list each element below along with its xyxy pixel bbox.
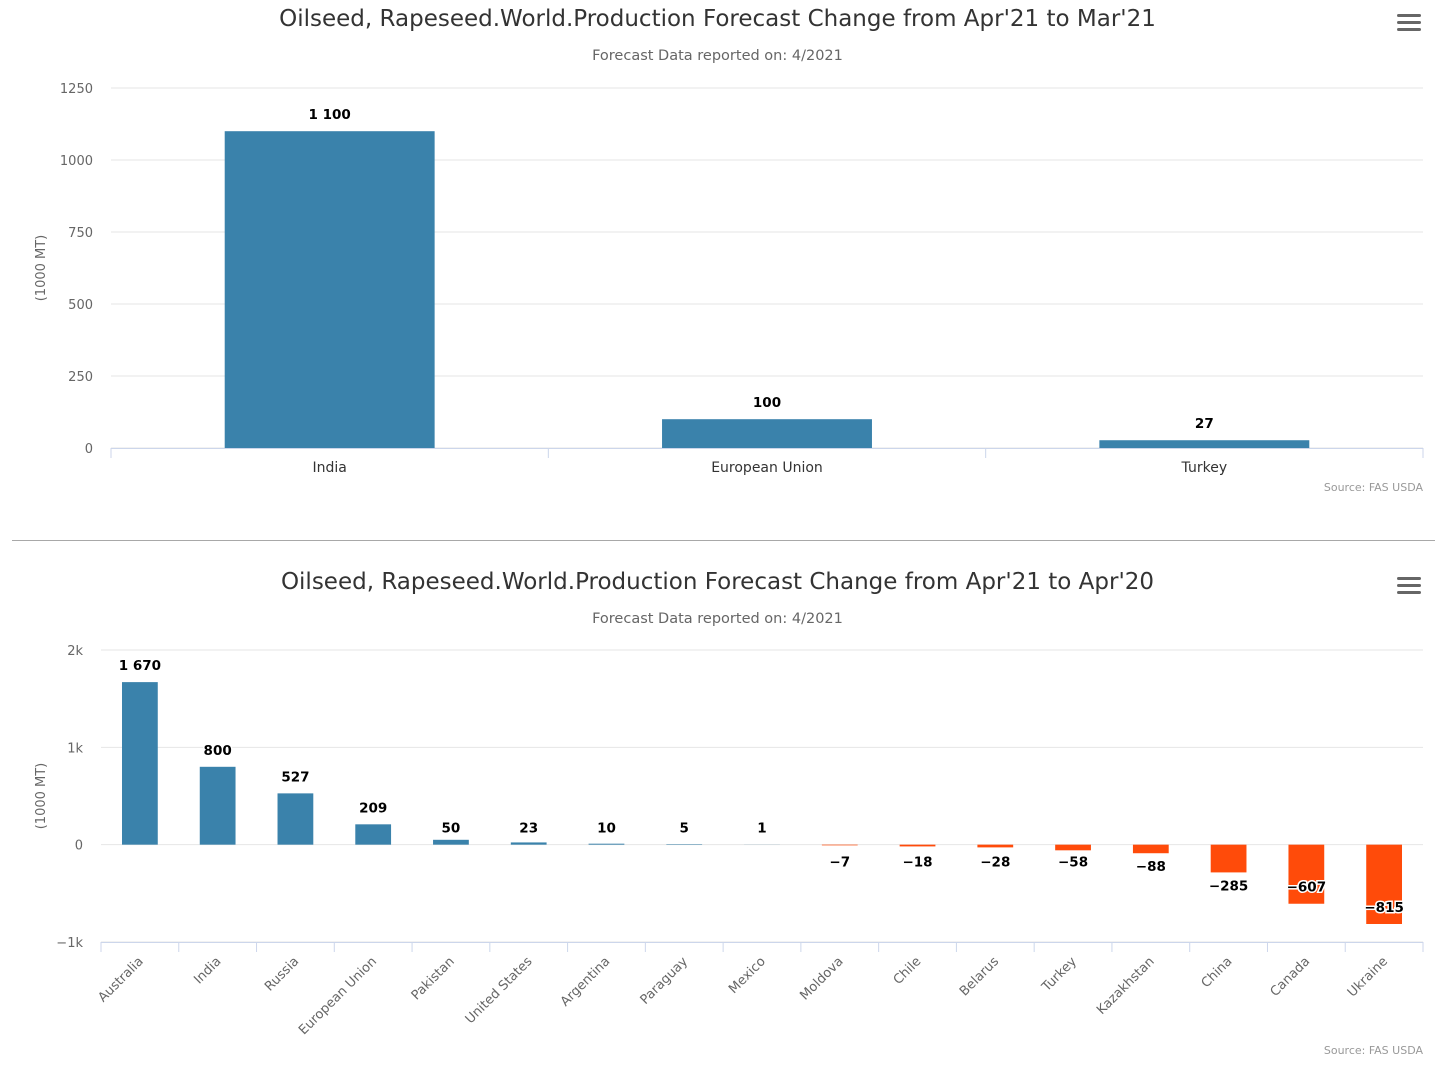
x-tick-label: India: [312, 460, 346, 476]
bar: [1288, 844, 1325, 904]
bar: [1132, 844, 1169, 854]
data-label: 27: [1195, 416, 1214, 432]
chart-panel-1: 0 250 500 750 1000 1250 (1000 MT) 1 100 India 100…: [0, 0, 1435, 530]
x-tick-label: European Union: [711, 460, 823, 476]
x-tick-label: Moldova: [797, 954, 846, 1003]
y-tick-label: 250: [68, 370, 93, 385]
x-tick-label: Belarus: [957, 954, 1002, 999]
divider: [12, 540, 1435, 541]
x-tick-label: Argentina: [558, 954, 613, 1009]
data-label: 209: [359, 800, 387, 816]
x-tick-label: Mexico: [726, 954, 769, 997]
bar: [662, 419, 872, 448]
x-tick-label: Canada: [1268, 954, 1314, 1000]
y-tick-label: 2k: [67, 644, 83, 659]
bar: [199, 766, 236, 845]
x-tick-label: Paraguay: [638, 954, 692, 1008]
bar: [277, 793, 314, 845]
hamburger-menu-icon[interactable]: [1397, 577, 1421, 599]
data-label: 23: [519, 821, 538, 837]
x-tick-label: European Union: [296, 954, 380, 1038]
x-tick-label: Australia: [95, 954, 146, 1005]
data-label: −18: [902, 855, 932, 871]
data-label: 800: [204, 743, 232, 759]
x-tick-label: Pakistan: [409, 954, 458, 1003]
x-tick-label: Turkey: [1181, 460, 1228, 476]
chart-credits[interactable]: Source: FAS USDA: [1323, 1044, 1423, 1057]
x-tick-label: Kazakhstan: [1094, 954, 1158, 1018]
chart-1-plot: 0 250 500 750 1000 1250 (1000 MT) 1 100 India 100…: [34, 82, 1424, 476]
data-label: −28: [980, 855, 1010, 871]
y-axis-title: (1000 MT): [34, 763, 49, 830]
data-label: 100: [753, 395, 781, 411]
x-tick-label: Russia: [262, 954, 302, 994]
y-tick-label: 0: [85, 442, 93, 457]
bar: [510, 842, 547, 845]
y-tick-label: 1000: [60, 154, 93, 169]
data-label: −88: [1136, 859, 1166, 875]
x-tick-label: Ukraine: [1345, 954, 1391, 1000]
bar: [821, 844, 858, 846]
bar: [355, 824, 392, 845]
chart-credits[interactable]: Source: FAS USDA: [1323, 481, 1423, 494]
chart-subtitle: Forecast Data reported on: 4/2021: [592, 611, 843, 627]
bar: [1366, 844, 1403, 924]
chart-title: Oilseed, Rapeseed.World.Production Forec…: [279, 6, 1156, 32]
data-label: 5: [680, 821, 689, 837]
y-tick-label: 500: [68, 298, 93, 313]
bar: [899, 844, 936, 847]
y-tick-label: 0: [75, 839, 83, 854]
bar: [588, 843, 625, 845]
bar: [1055, 844, 1091, 851]
data-label: 1 670: [119, 658, 161, 674]
x-tick-label: United States: [463, 954, 536, 1027]
x-tick-label: Chile: [891, 954, 925, 988]
data-label: −815: [1364, 900, 1404, 916]
data-label: −7: [829, 855, 850, 871]
y-tick-label: 1k: [67, 741, 83, 756]
data-label: 50: [442, 821, 461, 837]
x-tick-label: Turkey: [1039, 954, 1080, 995]
y-tick-label: 750: [68, 226, 93, 241]
data-label: −607: [1287, 880, 1327, 896]
bar: [977, 844, 1014, 848]
bar: [224, 131, 435, 448]
data-label: 10: [597, 821, 616, 837]
chart-title: Oilseed, Rapeseed.World.Production Forec…: [280, 569, 1155, 595]
y-axis-title: (1000 MT): [34, 235, 49, 302]
chart-panel-2: −1k 0 1k 2k (1000 MT) 1 670 Australia 800 India 5…: [0, 563, 1435, 1067]
data-label: 1 100: [309, 107, 351, 123]
x-tick-label: India: [191, 954, 224, 987]
hamburger-menu-icon[interactable]: [1397, 14, 1421, 36]
chart-2-plot: −1k 0 1k 2k (1000 MT) 1 670 Australia 800 India 5…: [34, 644, 1424, 1038]
data-label: −58: [1058, 855, 1088, 871]
bar: [1210, 844, 1247, 873]
bar: [121, 682, 158, 845]
y-tick-label: 1250: [60, 82, 93, 97]
bar: [1099, 440, 1310, 448]
chart-subtitle: Forecast Data reported on: 4/2021: [592, 48, 843, 64]
data-label: 1: [757, 821, 766, 837]
data-label: 527: [281, 769, 309, 785]
bar: [433, 839, 469, 845]
y-tick-label: −1k: [56, 936, 83, 951]
x-tick-label: China: [1199, 954, 1236, 991]
data-label: −285: [1209, 878, 1249, 894]
